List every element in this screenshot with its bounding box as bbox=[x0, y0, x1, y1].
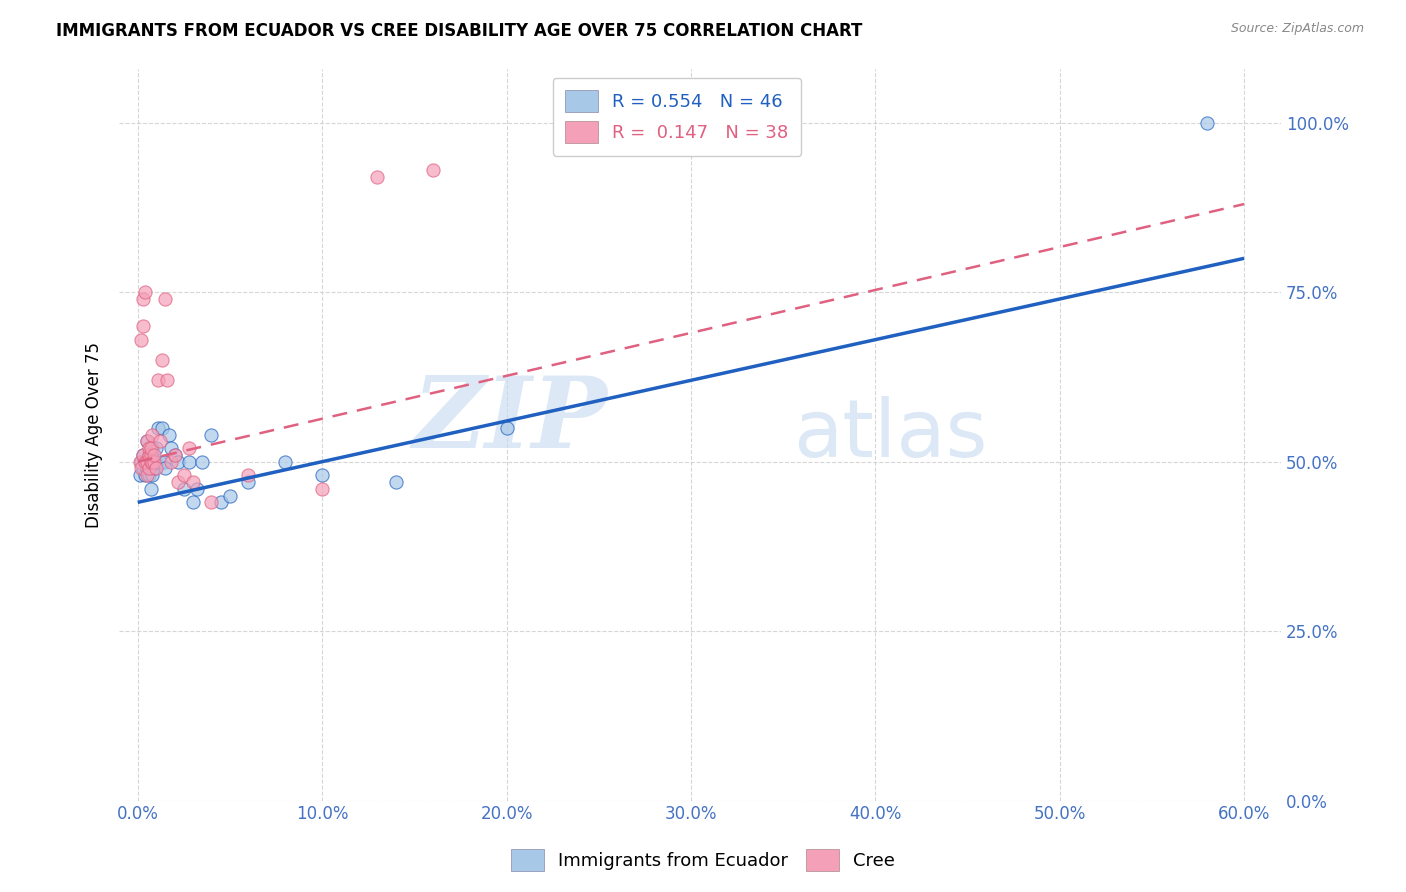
Point bbox=[139, 482, 162, 496]
Point bbox=[186, 482, 208, 496]
Point bbox=[191, 455, 214, 469]
Point bbox=[128, 455, 150, 469]
Point bbox=[146, 421, 169, 435]
Y-axis label: Disability Age Over 75: Disability Age Over 75 bbox=[86, 342, 103, 527]
Point bbox=[152, 455, 174, 469]
Point bbox=[131, 455, 153, 469]
Point bbox=[139, 448, 162, 462]
Point bbox=[134, 285, 156, 300]
Point bbox=[132, 448, 155, 462]
Point bbox=[238, 468, 260, 483]
Point bbox=[131, 461, 153, 475]
Point bbox=[219, 489, 242, 503]
Text: ZIP: ZIP bbox=[412, 372, 607, 468]
Point bbox=[150, 421, 173, 435]
Point bbox=[146, 373, 169, 387]
Point bbox=[173, 482, 195, 496]
Point bbox=[139, 441, 162, 455]
Point bbox=[179, 441, 201, 455]
Text: Source: ZipAtlas.com: Source: ZipAtlas.com bbox=[1230, 22, 1364, 36]
Point bbox=[145, 461, 167, 475]
Point bbox=[132, 292, 155, 306]
Point bbox=[156, 373, 179, 387]
Point bbox=[139, 455, 162, 469]
Point bbox=[163, 448, 186, 462]
Point bbox=[385, 475, 408, 489]
Point bbox=[134, 455, 156, 469]
Point bbox=[209, 495, 232, 509]
Point bbox=[141, 455, 163, 469]
Point bbox=[143, 455, 166, 469]
Point bbox=[1197, 116, 1219, 130]
Point bbox=[149, 434, 172, 449]
Point bbox=[131, 333, 153, 347]
Point bbox=[138, 441, 160, 455]
Point bbox=[138, 468, 160, 483]
Point bbox=[311, 482, 333, 496]
Point bbox=[138, 455, 160, 469]
Point bbox=[155, 292, 177, 306]
Point bbox=[200, 495, 222, 509]
Point bbox=[495, 421, 517, 435]
Point bbox=[311, 468, 333, 483]
Point bbox=[136, 468, 159, 483]
Point bbox=[179, 455, 201, 469]
Point bbox=[134, 468, 156, 483]
Point bbox=[145, 455, 167, 469]
Point bbox=[143, 448, 166, 462]
Point bbox=[136, 461, 159, 475]
Point bbox=[141, 468, 163, 483]
Point bbox=[150, 353, 173, 368]
Point bbox=[167, 475, 190, 489]
Point bbox=[149, 455, 172, 469]
Point bbox=[136, 455, 159, 469]
Point bbox=[366, 169, 388, 184]
Point bbox=[132, 461, 155, 475]
Point bbox=[143, 455, 166, 469]
Point bbox=[163, 448, 186, 462]
Point bbox=[173, 468, 195, 483]
Point bbox=[136, 434, 159, 449]
Point bbox=[160, 441, 183, 455]
Point bbox=[238, 475, 260, 489]
Point bbox=[181, 475, 204, 489]
Legend: R = 0.554   N = 46, R =  0.147   N = 38: R = 0.554 N = 46, R = 0.147 N = 38 bbox=[553, 78, 801, 156]
Point bbox=[139, 461, 162, 475]
Point bbox=[141, 427, 163, 442]
Point bbox=[143, 461, 166, 475]
Point bbox=[145, 441, 167, 455]
Text: atlas: atlas bbox=[793, 395, 987, 474]
Text: IMMIGRANTS FROM ECUADOR VS CREE DISABILITY AGE OVER 75 CORRELATION CHART: IMMIGRANTS FROM ECUADOR VS CREE DISABILI… bbox=[56, 22, 863, 40]
Point bbox=[167, 455, 190, 469]
Point bbox=[136, 434, 159, 449]
Point bbox=[160, 455, 183, 469]
Point bbox=[138, 448, 160, 462]
Point bbox=[132, 319, 155, 334]
Legend: Immigrants from Ecuador, Cree: Immigrants from Ecuador, Cree bbox=[503, 842, 903, 879]
Point bbox=[155, 461, 177, 475]
Point bbox=[157, 427, 180, 442]
Point bbox=[181, 495, 204, 509]
Point bbox=[274, 455, 297, 469]
Point bbox=[422, 163, 444, 178]
Point bbox=[141, 455, 163, 469]
Point bbox=[128, 468, 150, 483]
Point bbox=[132, 448, 155, 462]
Point bbox=[134, 455, 156, 469]
Point bbox=[200, 427, 222, 442]
Point bbox=[138, 448, 160, 462]
Point bbox=[139, 448, 162, 462]
Point bbox=[141, 441, 163, 455]
Point bbox=[139, 455, 162, 469]
Point bbox=[136, 455, 159, 469]
Point bbox=[138, 461, 160, 475]
